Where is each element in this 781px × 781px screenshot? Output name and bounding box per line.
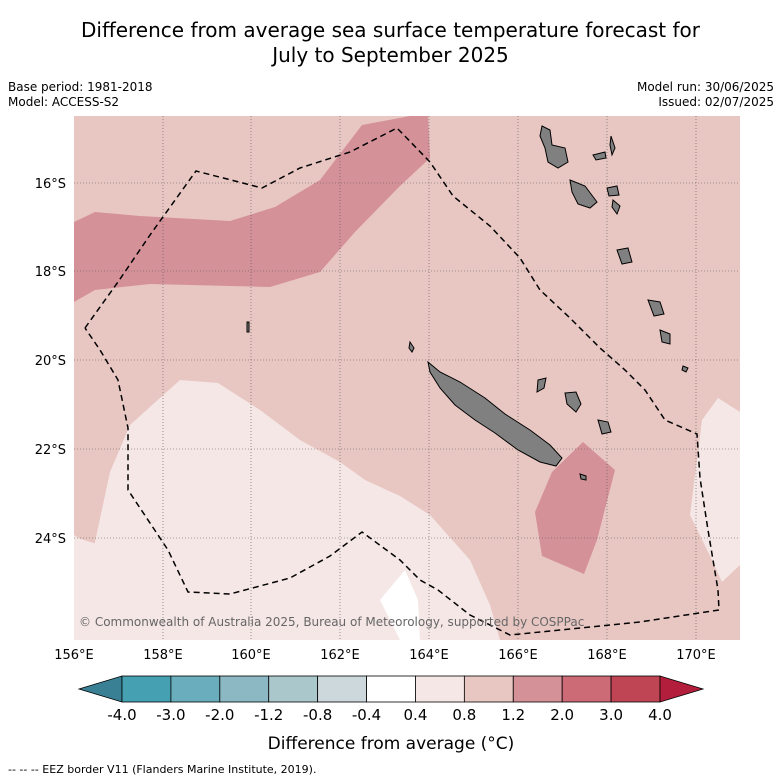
lat-tick-label: 22°S xyxy=(35,443,66,458)
meta-left: Base period: 1981-2018 Model: ACCESS-S2 xyxy=(8,80,153,110)
copyright-text: © Commonwealth of Australia 2025, Bureau… xyxy=(79,615,584,629)
island-vanuatu-3 xyxy=(592,151,607,161)
island-vanuatu-2 xyxy=(569,179,598,209)
colorbar-bin xyxy=(219,675,270,703)
colorbar-tick-label: 0.8 xyxy=(452,706,476,724)
colorbar-tick-label: 4.0 xyxy=(648,706,672,724)
lon-tick-label: 160°E xyxy=(231,648,271,663)
colorbar-tick-label: 3.0 xyxy=(599,706,623,724)
lon-tick-label: 168°E xyxy=(587,648,627,663)
meta-right: Model run: 30/06/2025 Issued: 02/07/2025 xyxy=(637,80,774,110)
colorbar-bin xyxy=(415,675,465,703)
lon-tick-label: 162°E xyxy=(320,648,360,663)
colorbar-tick-label: 2.0 xyxy=(550,706,574,724)
lat-tick-label: 24°S xyxy=(35,532,66,547)
anomaly-area-southeast xyxy=(718,565,740,640)
gridlines xyxy=(74,116,740,640)
colorbar-tick-label: -0.8 xyxy=(303,706,332,724)
colorbar-bin xyxy=(317,675,367,703)
colorbar-bin xyxy=(512,675,563,703)
model-name: Model: ACCESS-S2 xyxy=(8,95,120,109)
issued-date: Issued: 02/07/2025 xyxy=(658,95,774,109)
island-vanuatu-10 xyxy=(681,365,689,373)
lat-tick-label: 18°S xyxy=(35,265,66,280)
colorbar-tick-label: -2.0 xyxy=(205,706,234,724)
colorbar-tick-label: -3.0 xyxy=(156,706,185,724)
colorbar-tick-label: -4.0 xyxy=(107,706,136,724)
colorbar-bin xyxy=(121,675,172,703)
lon-tick-label: 156°E xyxy=(54,648,94,663)
colorbar-extend-low xyxy=(77,675,123,703)
chart-title-line-2: July to September 2025 xyxy=(272,43,509,67)
model-run: Model run: 30/06/2025 xyxy=(636,80,774,94)
anomaly-area-west xyxy=(74,537,195,640)
colorbar-bin xyxy=(463,675,514,703)
island-chesterfield xyxy=(246,321,250,333)
island-loyalty-2 xyxy=(597,419,612,435)
anomaly-field xyxy=(74,116,740,640)
island-vanuatu-5 xyxy=(606,185,620,197)
colorbar-tick-label: -0.4 xyxy=(352,706,381,724)
island-loyalty-3 xyxy=(536,377,547,393)
footer-eez-note: -- -- -- EEZ border V11 (Flanders Marine… xyxy=(8,763,317,776)
colorbar-bin xyxy=(170,675,221,703)
lon-tick-label: 164°E xyxy=(409,648,449,663)
lat-axis: 16°S 18°S 20°S 22°S 24°S xyxy=(35,177,66,547)
island-vanuatu-7 xyxy=(616,247,633,265)
land xyxy=(246,125,689,481)
island-isle-of-pines xyxy=(579,473,587,481)
lon-axis: 156°E 158°E 160°E 162°E 164°E 166°E 168°… xyxy=(54,648,716,663)
chart-title-line-1: Difference from average sea surface temp… xyxy=(80,18,700,42)
eez-border xyxy=(84,127,720,636)
colorbar-title: Difference from average (°C) xyxy=(268,734,515,754)
island-vanuatu-4 xyxy=(609,135,616,157)
lon-tick-label: 158°E xyxy=(143,648,183,663)
lat-tick-label: 16°S xyxy=(35,177,66,192)
colorbar-tick-label: 1.2 xyxy=(501,706,525,724)
base-period: Base period: 1981-2018 xyxy=(8,80,153,94)
colorbar-bin xyxy=(366,675,416,703)
colorbar-bin xyxy=(561,675,612,703)
island-vanuatu-9 xyxy=(659,329,671,345)
anomaly-band-north xyxy=(74,116,430,302)
anomaly-near-zero-patch xyxy=(380,570,420,640)
colorbar-ticks: -4.0 -3.0 -2.0 -1.2 -0.8 -0.4 0.4 0.8 1.2 2.0 3.0 4… xyxy=(107,706,672,724)
colorbar-bin xyxy=(610,675,661,703)
island-vanuatu-1 xyxy=(539,125,569,169)
colorbar xyxy=(77,675,705,703)
chart-title: Difference from average sea surface temp… xyxy=(0,18,781,68)
anomaly-patch-east xyxy=(535,442,615,574)
island-vanuatu-8 xyxy=(647,299,665,317)
anomaly-area-east xyxy=(690,398,740,582)
colorbar-bin xyxy=(268,675,319,703)
colorbar-extend-high xyxy=(659,675,705,703)
colorbar-tick-label: -1.2 xyxy=(254,706,283,724)
new-caledonia xyxy=(427,360,563,467)
island-small-1 xyxy=(408,340,415,353)
lon-tick-label: 170°E xyxy=(676,648,716,663)
island-loyalty-1 xyxy=(564,391,582,413)
lon-tick-label: 166°E xyxy=(498,648,538,663)
lat-tick-label: 20°S xyxy=(35,354,66,369)
colorbar-tick-label: 0.4 xyxy=(404,706,428,724)
island-vanuatu-6 xyxy=(611,199,621,216)
